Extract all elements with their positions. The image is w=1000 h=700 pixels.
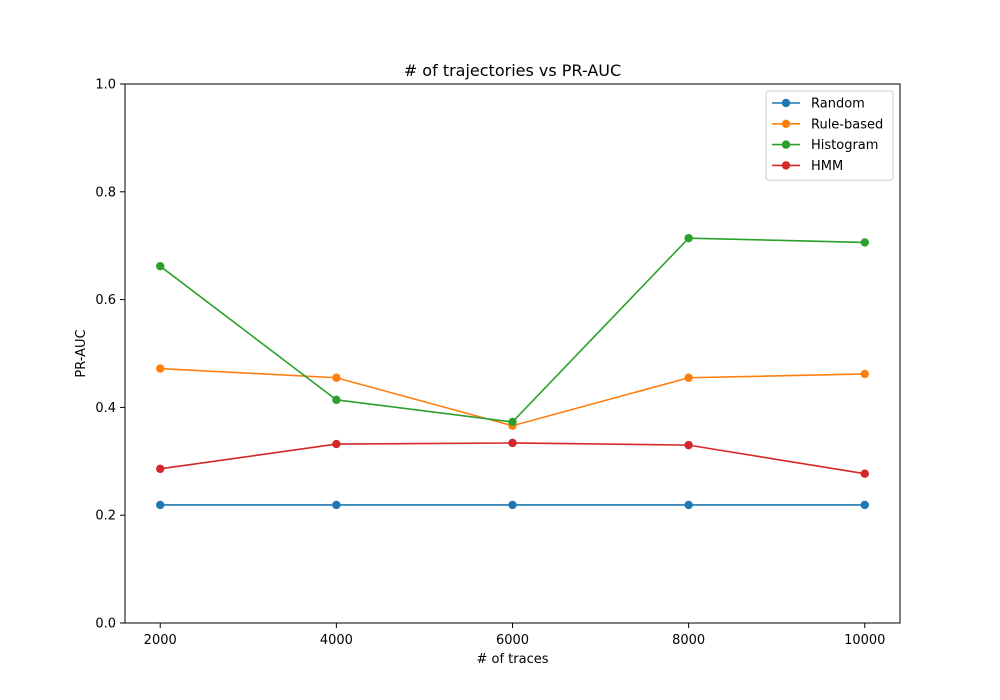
data-point-histogram bbox=[684, 233, 693, 243]
y-tick-label: 0.2 bbox=[95, 509, 116, 524]
y-tick-label: 0.8 bbox=[95, 185, 116, 200]
legend-entry: HMM bbox=[772, 159, 843, 174]
legend-label: HMM bbox=[811, 159, 843, 174]
chart-title: # of trajectories vs PR-AUC bbox=[404, 61, 621, 80]
legend-marker bbox=[781, 119, 791, 128]
x-axis: 2000 4000 6000 8000 10000 bbox=[144, 623, 885, 648]
data-point-hmm bbox=[332, 439, 341, 449]
data-point-rule-based bbox=[332, 373, 341, 382]
data-point-rule-based bbox=[156, 364, 165, 373]
x-axis-label: # of traces bbox=[476, 652, 548, 667]
y-tick-label: 0.4 bbox=[95, 401, 116, 416]
x-tick-label: 6000 bbox=[496, 633, 529, 648]
data-point-hmm bbox=[508, 438, 517, 448]
x-tick-label: 10000 bbox=[844, 633, 885, 648]
x-tick-label: 8000 bbox=[672, 633, 705, 648]
data-point-hmm bbox=[860, 469, 869, 478]
legend-entry: Rule-based bbox=[772, 117, 883, 132]
legend: Random Rule-based Histogram HMM bbox=[765, 90, 894, 181]
legend-marker bbox=[781, 140, 791, 149]
legend-entry: Random bbox=[772, 97, 865, 112]
data-point-rule-based bbox=[860, 369, 869, 379]
data-point-rule-based bbox=[684, 373, 693, 382]
legend-entry: Histogram bbox=[772, 138, 878, 153]
series-histogram bbox=[156, 233, 869, 427]
x-tick-label: 4000 bbox=[320, 633, 353, 648]
legend-marker bbox=[781, 98, 791, 108]
data-point-random bbox=[684, 500, 693, 510]
data-point-histogram bbox=[508, 417, 517, 427]
legend-box bbox=[765, 90, 894, 181]
series-hmm bbox=[156, 438, 869, 478]
y-tick-label: 0.0 bbox=[95, 617, 116, 632]
legend-label: Random bbox=[811, 97, 865, 112]
data-point-histogram bbox=[332, 395, 341, 405]
data-point-histogram bbox=[156, 261, 165, 271]
legend-marker bbox=[781, 161, 791, 170]
data-point-random bbox=[332, 500, 341, 510]
data-point-random bbox=[860, 500, 869, 510]
data-point-hmm bbox=[156, 464, 165, 474]
y-tick-label: 0.6 bbox=[95, 293, 116, 308]
data-point-random bbox=[156, 500, 165, 510]
data-point-hmm bbox=[684, 440, 693, 450]
data-point-histogram bbox=[860, 238, 869, 247]
x-tick-label: 2000 bbox=[144, 633, 177, 648]
y-axis-label: PR-AUC bbox=[74, 329, 89, 377]
series-random bbox=[156, 500, 869, 510]
y-tick-label: 1.0 bbox=[95, 78, 116, 93]
data-point-random bbox=[508, 500, 517, 510]
legend-label: Histogram bbox=[811, 138, 878, 153]
legend-label: Rule-based bbox=[811, 117, 883, 132]
y-axis: 0.0 0.2 0.4 0.6 0.8 1.0 bbox=[95, 78, 125, 632]
plot-area bbox=[156, 233, 869, 510]
